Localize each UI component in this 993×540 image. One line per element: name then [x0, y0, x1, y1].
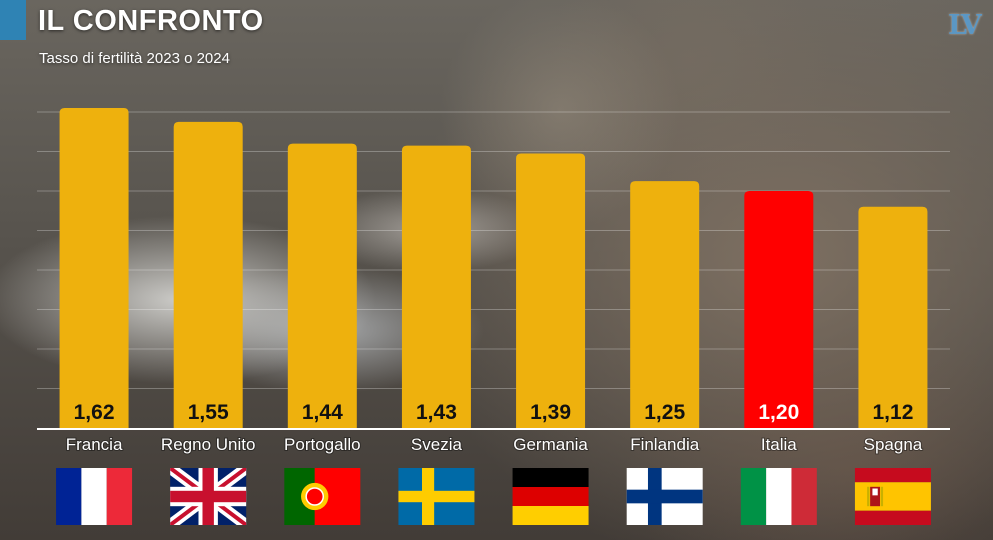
- spain-flag-icon: [854, 468, 931, 525]
- finland-flag-icon: [626, 468, 703, 525]
- bar-spagna: [858, 206, 928, 428]
- value-label-regno-unito: 1,55: [188, 401, 229, 424]
- category-labels: Francia Regno Unito Portogallo Svezia German…: [65, 434, 924, 455]
- bar-portogallo: [287, 143, 357, 428]
- brand-logo: LV: [948, 10, 982, 41]
- value-label-spagna: 1,12: [873, 401, 914, 424]
- category-label-portogallo: Portogallo: [284, 435, 361, 454]
- bar-francia: [59, 108, 129, 429]
- category-label-finlandia: Finlandia: [630, 435, 700, 454]
- category-label-germania: Germania: [513, 435, 588, 454]
- category-label-regno-unito: Regno Unito: [161, 435, 256, 454]
- category-label-spagna: Spagna: [864, 435, 923, 454]
- bar-germania: [516, 153, 586, 428]
- category-label-italia: Italia: [761, 435, 797, 454]
- portugal-flag-icon: [284, 468, 361, 525]
- value-label-germania: 1,39: [530, 401, 571, 424]
- chart-title: IL CONFRONTO: [38, 5, 264, 37]
- italy-flag-icon: [740, 468, 817, 525]
- bar-regno-unito: [173, 121, 243, 428]
- category-label-francia: Francia: [66, 435, 123, 454]
- country-flags: [56, 468, 931, 525]
- category-label-svezia: Svezia: [411, 435, 463, 454]
- chart-subtitle: Tasso di fertilità 2023 o 2024: [39, 50, 230, 67]
- value-label-portogallo: 1,44: [302, 401, 343, 424]
- title-accent-bar: [0, 0, 26, 40]
- germany-flag-icon: [512, 468, 589, 525]
- value-label-svezia: 1,43: [416, 401, 457, 424]
- bars: 1,62 1,55 1,44 1,43 1,39 1,25 1,20 1,12: [59, 108, 928, 429]
- value-label-francia: 1,62: [74, 401, 115, 424]
- bar-svezia: [401, 145, 471, 428]
- sweden-flag-icon: [398, 468, 475, 525]
- bar-italia: [744, 191, 814, 428]
- value-label-finlandia: 1,25: [644, 401, 685, 424]
- france-flag-icon: [56, 468, 133, 525]
- value-label-italia: 1,20: [758, 401, 799, 424]
- uk-flag-icon: [170, 468, 247, 525]
- bar-finlandia: [630, 181, 700, 428]
